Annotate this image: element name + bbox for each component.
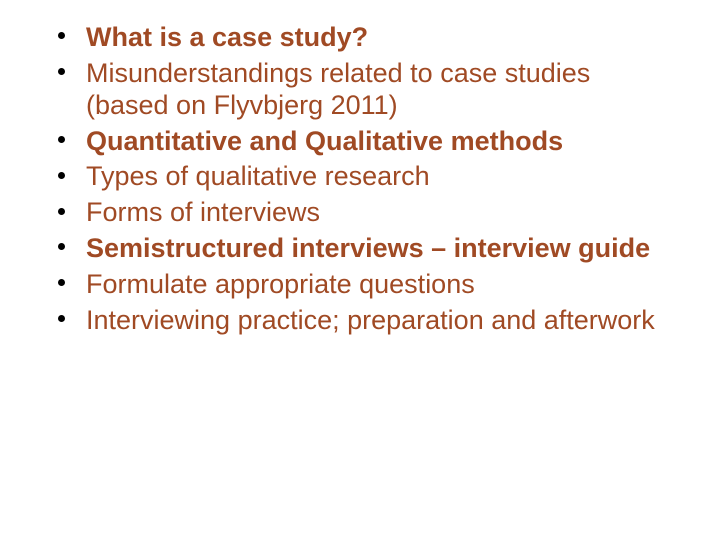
- list-item-text: Forms of interviews: [86, 197, 320, 227]
- list-item-text: Interviewing practice; preparation and a…: [86, 305, 655, 335]
- list-item: What is a case study?: [40, 22, 680, 54]
- list-item: Semistructured interviews – interview gu…: [40, 233, 680, 265]
- bullet-icon: [58, 243, 65, 250]
- list-item-text: Misunderstandings related to case studie…: [86, 58, 590, 120]
- list-item: Interviewing practice; preparation and a…: [40, 305, 680, 337]
- bullet-list: What is a case study? Misunderstandings …: [40, 22, 680, 337]
- bullet-icon: [58, 32, 65, 39]
- bullet-icon: [58, 136, 65, 143]
- list-item: Forms of interviews: [40, 197, 680, 229]
- bullet-icon: [58, 208, 65, 215]
- bullet-icon: [58, 68, 65, 75]
- list-item-text: Semistructured interviews – interview gu…: [86, 233, 650, 263]
- bullet-icon: [58, 172, 65, 179]
- list-item-text: Types of qualitative research: [86, 161, 430, 191]
- list-item-text: What is a case study?: [86, 22, 368, 52]
- list-item: Types of qualitative research: [40, 161, 680, 193]
- list-item: Misunderstandings related to case studie…: [40, 58, 680, 122]
- list-item: Quantitative and Qualitative methods: [40, 126, 680, 158]
- bullet-icon: [58, 279, 65, 286]
- list-item-text: Formulate appropriate questions: [86, 269, 475, 299]
- list-item-text: Quantitative and Qualitative methods: [86, 126, 563, 156]
- list-item: Formulate appropriate questions: [40, 269, 680, 301]
- bullet-icon: [58, 315, 65, 322]
- slide: What is a case study? Misunderstandings …: [0, 0, 720, 540]
